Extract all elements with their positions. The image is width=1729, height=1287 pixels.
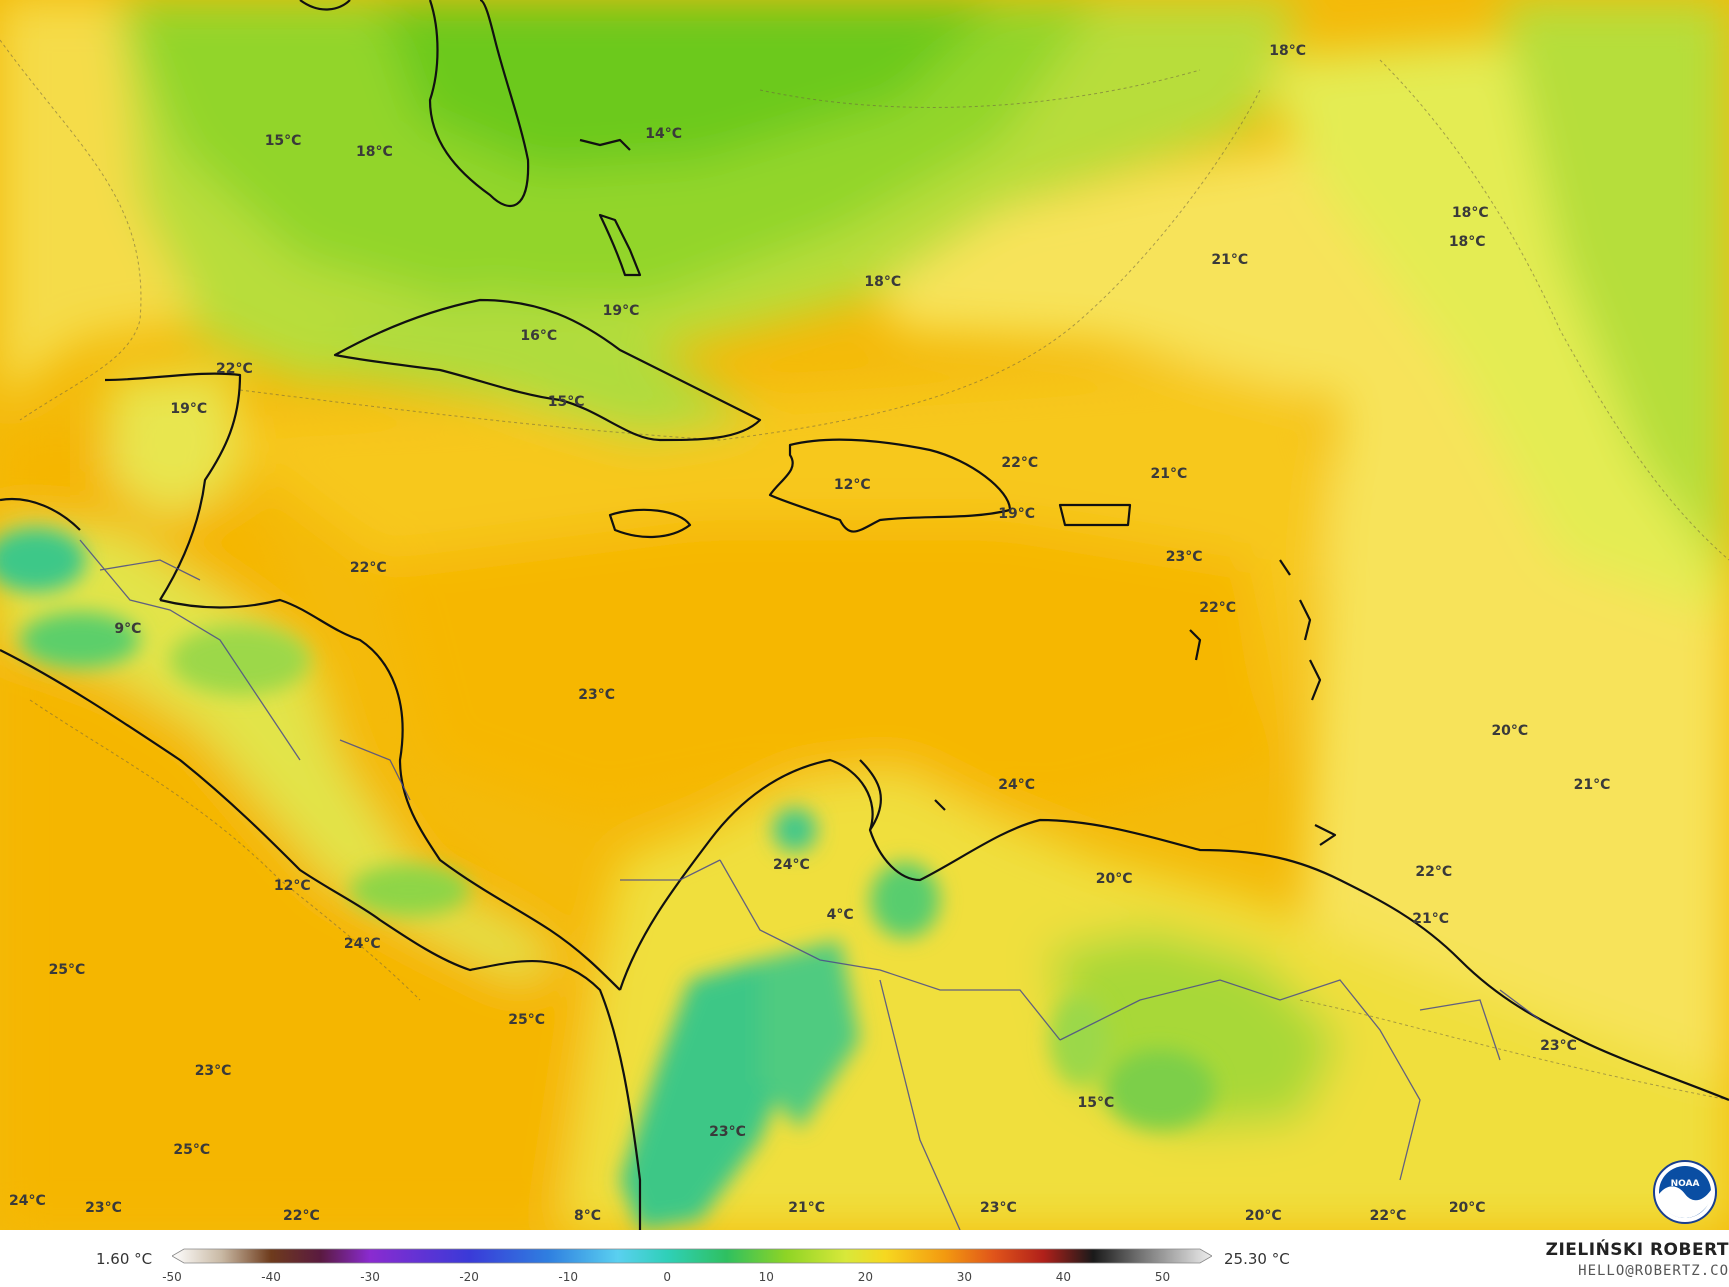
- noaa-logo-icon: NOAA: [1653, 1160, 1717, 1224]
- author-name: ZIELIŃSKI ROBERT: [1545, 1240, 1729, 1260]
- temperature-label: 15°C: [264, 133, 302, 150]
- temperature-label: 23°C: [578, 686, 616, 703]
- temperature-label: 8°C: [573, 1207, 601, 1224]
- temperature-label: 23°C: [980, 1200, 1017, 1217]
- temperature-label: 22°C: [349, 559, 387, 576]
- temperature-label: 12°C: [273, 878, 311, 895]
- scale-tick-label: 30: [956, 1270, 973, 1284]
- temperature-label: 25°C: [508, 1012, 545, 1029]
- temperature-label: 19°C: [602, 303, 640, 320]
- author-email: HELLO@ROBERTZ.CO: [1578, 1263, 1729, 1279]
- temperature-label: 25°C: [173, 1142, 211, 1159]
- temperature-label: 22°C: [1369, 1207, 1407, 1224]
- temperature-label: 20°C: [1095, 871, 1133, 888]
- scale-tick-label: -50: [162, 1270, 182, 1284]
- temperature-fields: [0, 0, 1729, 1230]
- scale-tick-label: -40: [261, 1270, 281, 1284]
- temperature-label: 21°C: [1573, 777, 1611, 794]
- legend-max-label: 25.30 °C: [1224, 1250, 1290, 1268]
- temperature-label: 24°C: [773, 856, 810, 873]
- legend-min-label: 1.60 °C: [96, 1250, 153, 1268]
- coastlines: [0, 0, 1729, 1230]
- isotherm-contours: [0, 39, 1729, 1101]
- temperature-label: 23°C: [1165, 549, 1203, 566]
- scale-tick-label: 40: [1055, 1270, 1072, 1284]
- temperature-label: 25°C: [48, 961, 86, 978]
- temperature-label: 21°C: [1211, 252, 1249, 269]
- temperature-label: 23°C: [1540, 1037, 1577, 1054]
- map-canvas: [0, 0, 1729, 1230]
- temperature-label: 24°C: [9, 1193, 46, 1210]
- scale-tick-label: 20: [857, 1270, 873, 1284]
- temperature-label: 21°C: [1150, 465, 1188, 482]
- temperature-label: 21°C: [788, 1200, 826, 1217]
- temperature-label: 22°C: [215, 361, 253, 377]
- temperature-label: 23°C: [709, 1124, 746, 1141]
- temperature-label: 22°C: [1001, 455, 1039, 472]
- temperature-label: 20°C: [1448, 1200, 1486, 1217]
- temperature-label: 18°C: [356, 143, 393, 160]
- temperature-label: 18°C: [864, 274, 902, 291]
- temperature-label: 24°C: [998, 777, 1036, 794]
- noaa-logo-text: NOAA: [1671, 1179, 1700, 1189]
- temperature-label: 23°C: [194, 1062, 232, 1079]
- legend-footer: 1.60 °C -50 -40 -30 -20 -10 0 10 20 30 40 50 25.30…: [0, 1230, 1729, 1287]
- scale-tick-label: -10: [558, 1270, 578, 1284]
- scale-tick-label: -20: [459, 1270, 479, 1284]
- temperature-label: 18°C: [1451, 205, 1489, 222]
- temperature-label: 16°C: [520, 328, 558, 345]
- scale-tick-label: 0: [663, 1270, 672, 1284]
- temperature-label: 22°C: [282, 1207, 320, 1224]
- temperature-label: 18°C: [1269, 42, 1306, 59]
- temperature-label: 12°C: [833, 476, 871, 493]
- temperature-label: 15°C: [1077, 1095, 1115, 1112]
- temperature-label: 22°C: [1415, 863, 1453, 880]
- temperature-label: 22°C: [1199, 599, 1236, 616]
- temperature-label: 19°C: [998, 505, 1036, 522]
- temperature-label: 24°C: [343, 936, 381, 953]
- temperature-label: 4°C: [826, 907, 854, 924]
- color-scale-bar: [172, 1248, 1212, 1264]
- temperature-label: 15°C: [547, 393, 585, 410]
- temperature-label: 20°C: [1244, 1207, 1282, 1224]
- scale-tick-label: -30: [360, 1270, 380, 1284]
- cold-highlands: [0, 528, 1215, 1230]
- temperature-label: 21°C: [1412, 910, 1450, 927]
- temperature-label: 19°C: [170, 400, 208, 417]
- temperature-map: 18°C 15°C 18°C 14°C 18°C 18°C 21°C 18°C 19°C 16°C…: [0, 0, 1729, 1230]
- scale-tick-label: 50: [1154, 1270, 1171, 1284]
- temperature-label: 14°C: [645, 125, 682, 142]
- temperature-label: 18°C: [1448, 234, 1486, 251]
- borders: [79, 539, 1541, 1230]
- temperature-label: 23°C: [85, 1200, 122, 1217]
- temperature-label: 20°C: [1491, 722, 1529, 739]
- temperature-label: 9°C: [114, 621, 142, 638]
- scale-tick-label: 10: [758, 1270, 774, 1284]
